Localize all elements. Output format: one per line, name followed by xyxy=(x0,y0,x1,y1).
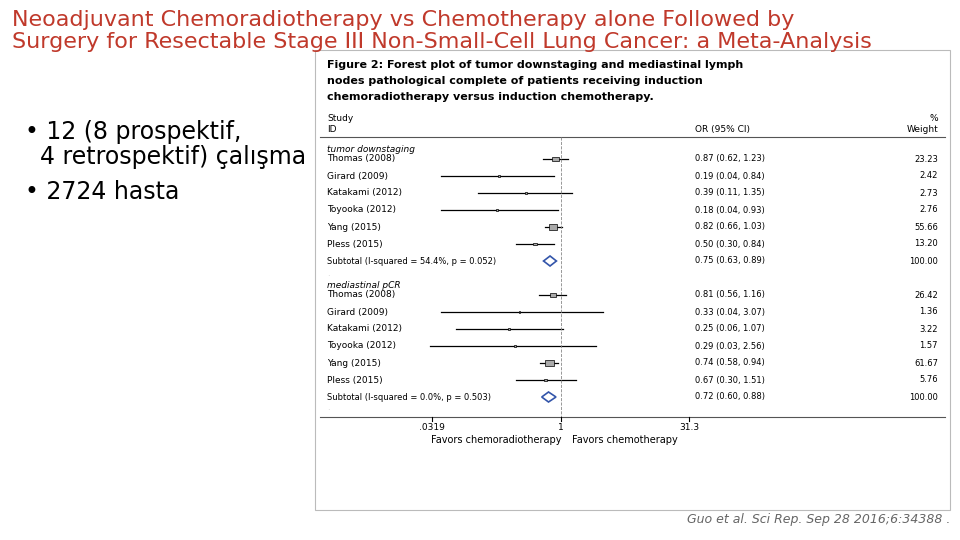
Text: 2.73: 2.73 xyxy=(920,188,938,198)
Bar xyxy=(550,293,556,297)
Text: Katakami (2012): Katakami (2012) xyxy=(327,325,402,334)
Text: 0.67 (0.30, 1.51): 0.67 (0.30, 1.51) xyxy=(695,375,765,384)
Text: 0.75 (0.63, 0.89): 0.75 (0.63, 0.89) xyxy=(695,256,765,266)
FancyBboxPatch shape xyxy=(315,50,950,510)
Bar xyxy=(549,225,558,230)
Text: 2.76: 2.76 xyxy=(920,206,938,214)
Text: Neoadjuvant Chemoradiotherapy vs Chemotherapy alone Followed by: Neoadjuvant Chemoradiotherapy vs Chemoth… xyxy=(12,10,794,30)
Text: 0.18 (0.04, 0.93): 0.18 (0.04, 0.93) xyxy=(695,206,765,214)
Bar xyxy=(514,346,516,347)
Text: 5.76: 5.76 xyxy=(920,375,938,384)
Text: Pless (2015): Pless (2015) xyxy=(327,375,383,384)
Bar xyxy=(495,210,498,211)
Text: nodes pathological complete of patients receiving induction: nodes pathological complete of patients … xyxy=(327,76,703,86)
Text: mediastinal pCR: mediastinal pCR xyxy=(327,281,400,290)
Text: Figure 2: Forest plot of tumor downstaging and mediastinal lymph: Figure 2: Forest plot of tumor downstagi… xyxy=(327,60,743,70)
Text: Girard (2009): Girard (2009) xyxy=(327,172,388,180)
Text: Toyooka (2012): Toyooka (2012) xyxy=(327,206,396,214)
Text: 23.23: 23.23 xyxy=(914,154,938,164)
Text: 2.42: 2.42 xyxy=(920,172,938,180)
Text: 0.50 (0.30, 0.84): 0.50 (0.30, 0.84) xyxy=(695,240,765,248)
Text: 3.22: 3.22 xyxy=(920,325,938,334)
Text: .: . xyxy=(327,268,329,278)
Text: 1: 1 xyxy=(558,423,564,432)
Text: • 2724 hasta: • 2724 hasta xyxy=(25,180,180,204)
Text: 1.36: 1.36 xyxy=(920,307,938,316)
Text: Toyooka (2012): Toyooka (2012) xyxy=(327,341,396,350)
Text: 0.74 (0.58, 0.94): 0.74 (0.58, 0.94) xyxy=(695,359,765,368)
Text: Surgery for Resectable Stage III Non-Small-Cell Lung Cancer: a Meta-Analysis: Surgery for Resectable Stage III Non-Sma… xyxy=(12,32,872,52)
Text: 100.00: 100.00 xyxy=(909,256,938,266)
Text: 26.42: 26.42 xyxy=(914,291,938,300)
Text: .0319: .0319 xyxy=(420,423,445,432)
Text: Pless (2015): Pless (2015) xyxy=(327,240,383,248)
Text: tumor downstaging: tumor downstaging xyxy=(327,145,415,154)
Bar xyxy=(518,312,520,313)
Text: 55.66: 55.66 xyxy=(914,222,938,232)
Text: 0.82 (0.66, 1.03): 0.82 (0.66, 1.03) xyxy=(695,222,765,232)
Text: Yang (2015): Yang (2015) xyxy=(327,359,381,368)
Text: chemoradiotherapy versus induction chemotherapy.: chemoradiotherapy versus induction chemo… xyxy=(327,92,654,102)
Text: 0.33 (0.04, 3.07): 0.33 (0.04, 3.07) xyxy=(695,307,765,316)
Bar xyxy=(524,192,527,194)
Text: Favors chemotherapy: Favors chemotherapy xyxy=(572,435,678,445)
Text: 0.39 (0.11, 1.35): 0.39 (0.11, 1.35) xyxy=(695,188,765,198)
Text: Girard (2009): Girard (2009) xyxy=(327,307,388,316)
Text: ID: ID xyxy=(327,125,337,134)
Bar xyxy=(497,176,500,177)
Text: Study: Study xyxy=(327,114,353,123)
Text: 0.19 (0.04, 0.84): 0.19 (0.04, 0.84) xyxy=(695,172,764,180)
Bar xyxy=(545,361,554,366)
Text: Katakami (2012): Katakami (2012) xyxy=(327,188,402,198)
Text: Guo et al. Sci Rep. Sep 28 2016;6:34388 .: Guo et al. Sci Rep. Sep 28 2016;6:34388 … xyxy=(686,513,950,526)
Text: Favors chemoradiotherapy: Favors chemoradiotherapy xyxy=(431,435,562,445)
Text: 1.57: 1.57 xyxy=(920,341,938,350)
Text: Weight: Weight xyxy=(906,125,938,134)
Text: Subtotal (I-squared = 54.4%, p = 0.052): Subtotal (I-squared = 54.4%, p = 0.052) xyxy=(327,256,496,266)
Text: Subtotal (I-squared = 0.0%, p = 0.503): Subtotal (I-squared = 0.0%, p = 0.503) xyxy=(327,393,491,402)
Text: Thomas (2008): Thomas (2008) xyxy=(327,154,396,164)
Bar xyxy=(552,157,559,161)
Bar xyxy=(533,242,538,245)
Text: 0.81 (0.56, 1.16): 0.81 (0.56, 1.16) xyxy=(695,291,765,300)
Text: 0.25 (0.06, 1.07): 0.25 (0.06, 1.07) xyxy=(695,325,765,334)
Text: %: % xyxy=(929,114,938,123)
Text: 0.29 (0.03, 2.56): 0.29 (0.03, 2.56) xyxy=(695,341,765,350)
Text: 4 retrospektif) çalışma: 4 retrospektif) çalışma xyxy=(40,145,306,169)
Bar xyxy=(544,379,547,381)
Text: .: . xyxy=(327,402,329,411)
Text: • 12 (8 prospektif,: • 12 (8 prospektif, xyxy=(25,120,241,144)
Text: Yang (2015): Yang (2015) xyxy=(327,222,381,232)
Text: 0.87 (0.62, 1.23): 0.87 (0.62, 1.23) xyxy=(695,154,765,164)
Text: 100.00: 100.00 xyxy=(909,393,938,402)
Text: 0.72 (0.60, 0.88): 0.72 (0.60, 0.88) xyxy=(695,393,765,402)
Text: 61.67: 61.67 xyxy=(914,359,938,368)
Text: OR (95% CI): OR (95% CI) xyxy=(695,125,750,134)
Text: 31.3: 31.3 xyxy=(679,423,699,432)
Bar xyxy=(508,328,510,330)
Text: 13.20: 13.20 xyxy=(914,240,938,248)
Text: Thomas (2008): Thomas (2008) xyxy=(327,291,396,300)
